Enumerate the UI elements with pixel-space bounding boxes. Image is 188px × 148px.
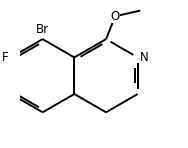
Text: N: N [140, 51, 149, 64]
Text: O: O [111, 10, 120, 23]
Text: F: F [2, 51, 9, 64]
Text: Br: Br [36, 23, 49, 36]
